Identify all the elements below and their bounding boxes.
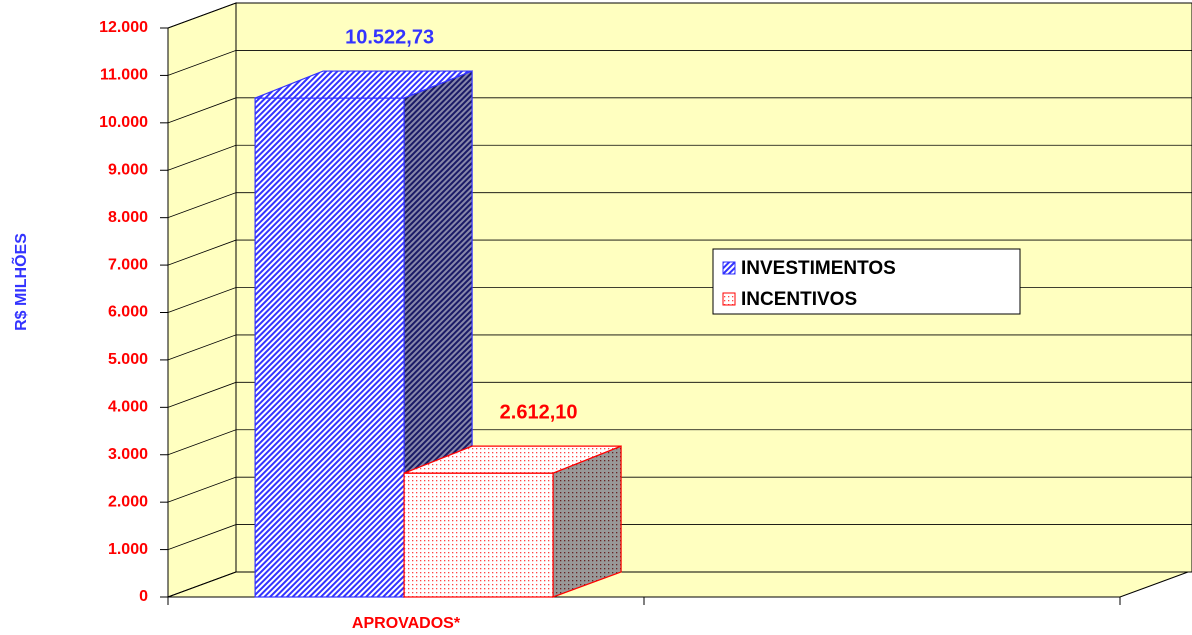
grid-line: [167, 334, 1192, 361]
bar-side: [552, 445, 622, 598]
grid-line: [167, 429, 1192, 456]
y-tick-label: 4.000: [108, 399, 148, 416]
grid-line: [167, 2, 1192, 29]
grid-line: [167, 144, 1192, 171]
legend: [712, 248, 1021, 315]
bar: [254, 70, 473, 598]
grid-line: [167, 192, 1192, 219]
grid-line: [167, 97, 1192, 124]
grid-line: [167, 476, 1192, 503]
y-tick-label: 2.000: [108, 493, 148, 510]
bar-front: [254, 97, 405, 598]
value-label: 2.612,10: [500, 401, 578, 423]
y-tick-label: 8.000: [108, 209, 148, 226]
bar-front: [403, 472, 554, 598]
y-tick-label: 11.000: [100, 67, 148, 84]
grid-line: [167, 50, 1192, 76]
y-tick-label: 0: [139, 588, 148, 605]
y-tick-label: 7.000: [108, 256, 148, 273]
grid-line: [167, 524, 1192, 550]
y-tick-label: 3.000: [108, 446, 148, 463]
y-tick-label: 6.000: [108, 304, 148, 321]
grid-line: [167, 239, 1192, 266]
legend-swatch: [722, 261, 736, 275]
y-tick-label: 1.000: [108, 541, 148, 558]
grid-line: [167, 571, 1192, 598]
y-axis-title: R$ MILHÕES: [10, 233, 30, 331]
legend-label: INVESTIMENTOS: [741, 258, 896, 279]
y-tick-label: 10.000: [99, 114, 148, 131]
x-tick-label: APROVADOS*: [352, 615, 461, 632]
grid-line: [167, 381, 1192, 408]
value-label: 10.522,73: [345, 26, 434, 48]
y-tick-label: 9.000: [108, 161, 148, 178]
y-tick-label: 12.000: [99, 19, 148, 36]
legend-label: INCENTIVOS: [741, 289, 857, 310]
legend-swatch: [722, 292, 736, 306]
bar: [403, 445, 622, 598]
y-tick-label: 5.000: [108, 351, 148, 368]
